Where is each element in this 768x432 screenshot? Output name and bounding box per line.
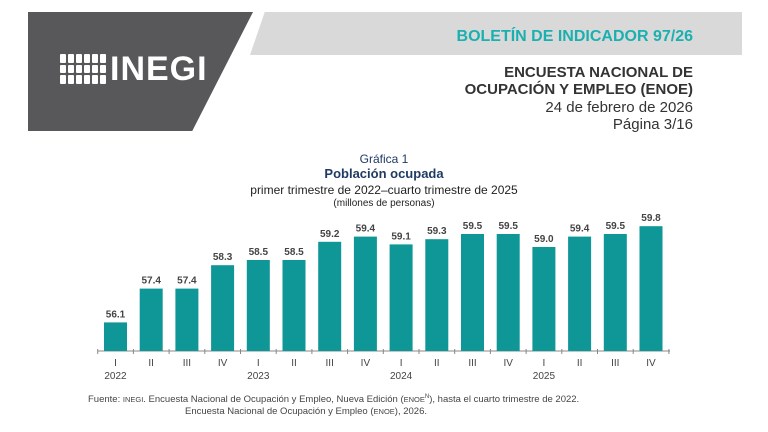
data-label: 59.0	[534, 234, 554, 245]
bar	[282, 260, 306, 351]
quarter-label: I	[543, 358, 546, 369]
quarter-label: III	[326, 358, 334, 369]
bar	[496, 234, 520, 351]
bar	[353, 236, 377, 351]
quarter-label: IV	[646, 358, 656, 369]
quarter-label: II	[148, 358, 154, 369]
page-number: Página 3/16	[612, 116, 693, 133]
data-label: 58.5	[284, 247, 304, 258]
quarter-label: III	[468, 358, 476, 369]
data-label: 59.5	[498, 221, 518, 232]
chart-subtitle: primer trimestre de 2022–cuarto trimestr…	[250, 183, 518, 197]
quarter-label: II	[291, 358, 297, 369]
quarter-label: IV	[503, 358, 513, 369]
quarter-label: II	[434, 358, 440, 369]
quarter-label: I	[400, 358, 403, 369]
quarter-label: IV	[361, 358, 371, 369]
quarter-label: III	[611, 358, 619, 369]
chart-unit: (millones de personas)	[333, 198, 435, 209]
inegi-logo: INEGI	[60, 52, 208, 86]
data-label: 59.8	[641, 213, 661, 224]
bulletin-title: BOLETÍN DE INDICADOR 97/26	[456, 28, 693, 45]
bar	[211, 265, 235, 351]
year-label: 2023	[247, 371, 270, 382]
chart-label: Gráfica 1	[359, 152, 409, 166]
survey-name: ENCUESTA NACIONAL DE OCUPACIÓN Y EMPLEO …	[465, 64, 693, 98]
data-label: 58.5	[249, 247, 269, 258]
bar	[175, 288, 199, 351]
data-label: 56.1	[106, 309, 126, 320]
data-label: 58.3	[213, 252, 233, 263]
data-label: 57.4	[141, 276, 161, 287]
quarter-label: III	[183, 358, 191, 369]
logo-text: INEGI	[110, 50, 208, 88]
survey-line2: OCUPACIÓN Y EMPLEO (ENOE)	[464, 81, 693, 98]
publication-date: 24 de febrero de 2026	[545, 99, 693, 116]
bar	[603, 234, 627, 351]
bar	[532, 247, 556, 351]
year-label: 2022	[104, 371, 127, 382]
bar	[639, 226, 663, 351]
data-label: 59.4	[356, 224, 376, 235]
bar	[568, 236, 592, 351]
data-label: 59.4	[570, 224, 590, 235]
data-label: 59.5	[463, 221, 483, 232]
year-label: 2025	[533, 371, 556, 382]
quarter-label: I	[257, 358, 260, 369]
bar	[246, 260, 270, 351]
header-light-band	[250, 12, 742, 55]
quarter-label: II	[577, 358, 583, 369]
bar	[104, 322, 127, 351]
bar	[425, 239, 449, 351]
chart-title: Población ocupada	[324, 166, 444, 181]
quarter-label: I	[114, 358, 117, 369]
quarter-label: IV	[218, 358, 228, 369]
bar	[139, 288, 163, 351]
data-label: 59.3	[427, 226, 447, 237]
source-note: Fuente: INEGI. Encuesta Nacional de Ocup…	[88, 394, 580, 418]
bar	[318, 241, 342, 351]
date-page: 24 de febrero de 2026 Página 3/16	[545, 99, 693, 133]
survey-line1: ENCUESTA NACIONAL DE	[504, 64, 693, 81]
data-label: 59.1	[391, 231, 411, 242]
bar	[389, 244, 413, 351]
data-label: 57.4	[177, 276, 197, 287]
data-label: 59.2	[320, 229, 340, 240]
data-label: 59.5	[606, 221, 626, 232]
year-label: 2024	[390, 371, 413, 382]
bar	[461, 234, 484, 351]
inegi-logo-icon	[60, 54, 106, 84]
